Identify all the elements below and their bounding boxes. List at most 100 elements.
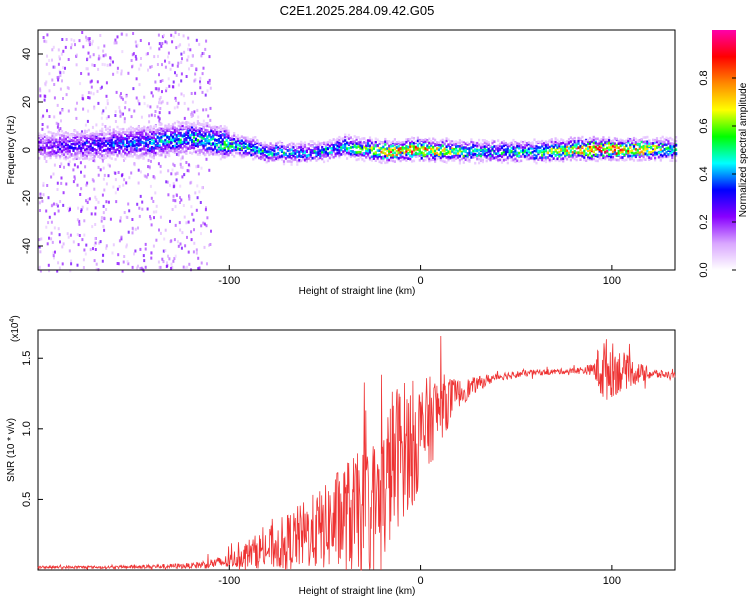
heatmap-cell [487,153,490,157]
heatmap-cell [193,228,195,232]
heatmap-cell [60,181,63,185]
heatmap-cell [135,135,138,139]
heatmap-cell [124,100,127,104]
heatmap-cell [162,149,165,153]
heatmap-cell [137,144,140,147]
heatmap-cell [219,152,222,155]
heatmap-cell [131,155,134,158]
heatmap-cell [412,159,416,163]
heatmap-cell [214,133,217,136]
heatmap-cell [47,151,50,155]
heatmap-cell [221,142,224,146]
heatmap-cell [233,132,236,135]
heatmap-cell [229,149,232,153]
heatmap-cell [506,149,509,152]
heatmap-cell [192,218,195,222]
heatmap-cell [118,141,121,145]
heatmap-cell [214,143,217,146]
heatmap-cell [602,138,605,142]
heatmap-cell [51,58,53,62]
heatmap-cell [455,145,458,148]
heatmap-cell [342,139,345,143]
heatmap-cell [579,137,582,141]
heatmap-cell [192,143,196,147]
heatmap-cell [120,112,123,116]
heatmap-cell [378,160,381,164]
heatmap-cell [39,151,43,154]
heatmap-cell [195,251,198,255]
heatmap-cell [157,260,160,264]
heatmap-cell [629,157,632,161]
heatmap-cell [351,138,354,141]
heatmap-cell [590,140,593,143]
heatmap-cell [78,140,81,144]
heatmap-cell [168,111,171,115]
heatmap-cell [378,147,381,150]
heatmap-cell [55,151,58,155]
heatmap-cell [103,156,106,159]
heatmap-cell [126,141,129,145]
heatmap-cell [137,139,140,142]
heatmap-cell [485,142,488,145]
heatmap-cell [671,138,674,141]
heatmap-cell [323,150,326,154]
heatmap-cell [481,149,484,152]
heatmap-cell [76,101,78,105]
heatmap-cell [363,137,366,140]
heatmap-cell [332,149,335,153]
heatmap-cell [661,135,664,139]
heatmap-cell [193,241,196,245]
heatmap-cell [64,150,67,153]
heatmap-cell [625,149,628,153]
heatmap-cell [93,134,96,138]
heatmap-cell [70,134,73,137]
heatmap-cell [91,132,94,135]
heatmap-cell [324,145,328,148]
heatmap-cell [167,152,170,156]
heatmap-cell [61,134,64,137]
heatmap-cell [386,156,389,159]
heatmap-cell [659,155,662,159]
heatmap-cell [147,158,150,162]
heatmap-cell [61,152,64,155]
heatmap-cell [172,182,175,186]
heatmap-cell [59,240,61,244]
heatmap-cell [80,187,83,191]
heatmap-cell [432,141,435,145]
heatmap-cell [292,146,295,149]
heatmap-cell [166,41,168,45]
heatmap-cell [132,52,135,56]
heatmap-cell [72,133,75,136]
heatmap-cell [97,155,100,158]
heatmap-cell [66,135,69,139]
heatmap-cell [497,149,500,153]
heatmap-cell [359,155,362,159]
heatmap-cell [189,147,192,150]
heatmap-cell [176,120,179,123]
heatmap-cell [514,160,517,164]
heatmap-cell [103,173,106,177]
heatmap-cell [158,119,161,123]
heatmap-cell [573,140,576,143]
heatmap-cell [108,132,111,136]
heatmap-cell [154,124,157,128]
heatmap-cell [195,38,198,42]
heatmap-cell [187,220,190,224]
heatmap-cell [79,161,82,165]
heatmap-cell [115,200,118,204]
heatmap-cell [520,140,523,144]
heatmap-cell [443,154,446,158]
heatmap-cell [277,148,280,151]
heatmap-cell [560,145,563,149]
heatmap-cell [273,144,276,148]
heatmap-cell [74,152,77,156]
heatmap-cell [380,161,383,165]
heatmap-cell [112,72,115,76]
snr-y-tick-label: 1.0 [21,421,33,436]
heatmap-cell [161,257,164,261]
heatmap-cell [76,263,79,267]
heatmap-cell [236,143,240,147]
heatmap-cell [617,153,620,157]
heatmap-cell [120,92,122,96]
heatmap-cell [336,141,339,144]
